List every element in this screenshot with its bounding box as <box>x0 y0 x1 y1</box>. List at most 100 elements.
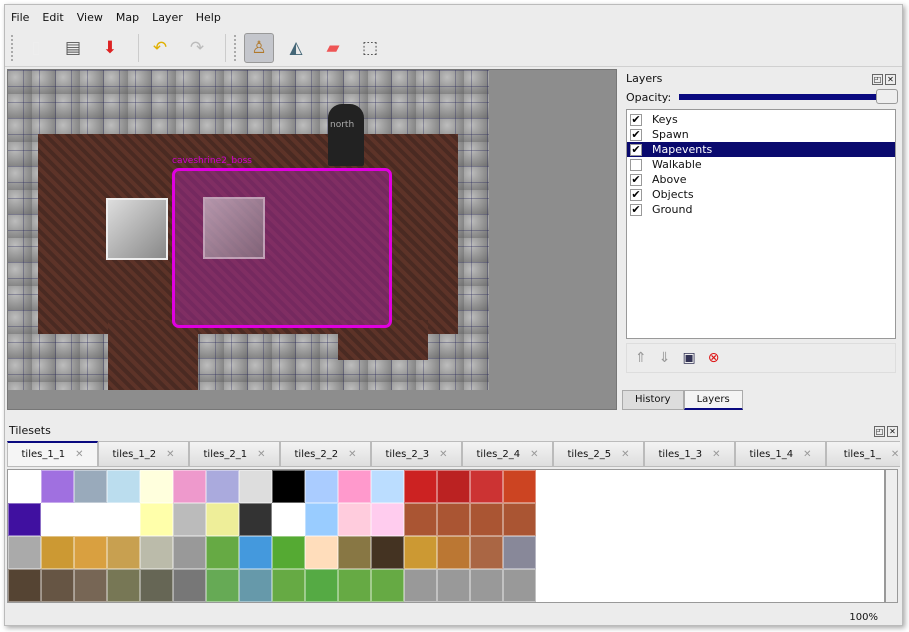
tile[interactable] <box>41 470 74 503</box>
tile[interactable] <box>140 503 173 536</box>
tile[interactable] <box>140 536 173 569</box>
close-tab-icon[interactable]: ✕ <box>348 448 357 460</box>
tile[interactable] <box>41 503 74 536</box>
tile[interactable] <box>206 503 239 536</box>
tile[interactable] <box>503 503 536 536</box>
menu-layer[interactable]: Layer <box>152 10 183 24</box>
tile[interactable] <box>338 470 371 503</box>
close-tab-icon[interactable]: ✕ <box>803 448 812 460</box>
tile[interactable] <box>206 536 239 569</box>
layer-row-above[interactable]: ✔ Above <box>627 172 895 187</box>
visibility-checkbox[interactable]: ✔ <box>630 202 642 216</box>
tileset-tab[interactable]: tiles_2_3 ✕ <box>371 441 462 467</box>
tile[interactable] <box>470 569 503 602</box>
tile[interactable] <box>338 503 371 536</box>
close-tab-icon[interactable]: ✕ <box>712 448 721 460</box>
tile[interactable] <box>74 569 107 602</box>
tileset-tab[interactable]: tiles_1_4 ✕ <box>735 441 826 467</box>
visibility-checkbox[interactable]: ✔ <box>630 112 642 126</box>
map-canvas[interactable]: caveshrine2_boss north <box>8 70 489 390</box>
close-tab-icon[interactable]: ✕ <box>75 449 84 460</box>
menu-view[interactable]: View <box>76 10 103 24</box>
raise-layer-icon[interactable]: ⇑ <box>635 350 647 366</box>
tile[interactable] <box>206 569 239 602</box>
tile[interactable] <box>437 569 470 602</box>
tile[interactable] <box>41 569 74 602</box>
menu-file[interactable]: File <box>11 10 30 24</box>
rect-select-icon[interactable]: ⬚ <box>361 37 379 58</box>
tile[interactable] <box>470 470 503 503</box>
tile[interactable] <box>404 470 437 503</box>
tile[interactable] <box>41 536 74 569</box>
tile[interactable] <box>272 503 305 536</box>
visibility-checkbox[interactable]: ✔ <box>630 127 642 141</box>
tile[interactable] <box>8 470 41 503</box>
tile[interactable] <box>503 569 536 602</box>
float-icon[interactable]: ◰ <box>874 425 885 437</box>
tileset-tab[interactable]: tiles_2_5 ✕ <box>553 441 644 467</box>
tab-layers[interactable]: Layers <box>683 390 743 410</box>
tile[interactable] <box>470 503 503 536</box>
tileset-tab[interactable]: tiles_2_1 ✕ <box>189 441 280 467</box>
tile[interactable] <box>206 470 239 503</box>
tile[interactable] <box>371 470 404 503</box>
tile[interactable] <box>8 569 41 602</box>
tile[interactable] <box>107 569 140 602</box>
tile[interactable] <box>470 536 503 569</box>
close-tab-icon[interactable]: ✕ <box>439 448 448 460</box>
menu-map[interactable]: Map <box>115 10 140 24</box>
tile[interactable] <box>503 470 536 503</box>
lower-layer-icon[interactable]: ⇓ <box>658 350 671 366</box>
stamp-brush-icon[interactable]: ♙ <box>244 32 274 63</box>
tile[interactable] <box>239 536 272 569</box>
visibility-checkbox[interactable] <box>630 158 642 171</box>
float-icon[interactable]: ◰ <box>872 73 883 85</box>
vertical-scrollbar[interactable] <box>885 469 898 603</box>
tile[interactable] <box>338 569 371 602</box>
tile[interactable] <box>503 536 536 569</box>
close-icon[interactable]: ✕ <box>885 73 896 85</box>
tileset-tab[interactable]: tiles_1_2 ✕ <box>98 441 189 467</box>
close-tab-icon[interactable]: ✕ <box>166 448 175 460</box>
tile[interactable] <box>437 503 470 536</box>
tile[interactable] <box>74 536 107 569</box>
remove-layer-icon[interactable]: ⊗ <box>707 350 720 366</box>
tile[interactable] <box>74 470 107 503</box>
duplicate-layer-icon[interactable]: ▣ <box>682 350 696 366</box>
visibility-checkbox[interactable]: ✔ <box>630 142 642 156</box>
visibility-checkbox[interactable]: ✔ <box>630 172 642 186</box>
close-tab-icon[interactable]: ✕ <box>257 448 266 460</box>
tileset-tab[interactable]: tiles_1_3 ✕ <box>644 441 735 467</box>
tile[interactable] <box>371 569 404 602</box>
tile[interactable] <box>239 503 272 536</box>
tile[interactable] <box>371 536 404 569</box>
tile[interactable] <box>173 536 206 569</box>
tile[interactable] <box>173 470 206 503</box>
layer-row-mapevents[interactable]: ✔ Mapevents <box>627 142 895 157</box>
tile[interactable] <box>404 503 437 536</box>
tileset-tab[interactable]: tiles_2_2 ✕ <box>280 441 371 467</box>
menu-edit[interactable]: Edit <box>42 10 64 24</box>
menu-help[interactable]: Help <box>195 10 221 24</box>
tile[interactable] <box>371 503 404 536</box>
tile[interactable] <box>173 569 206 602</box>
close-icon[interactable]: ✕ <box>887 425 898 437</box>
tile[interactable] <box>74 503 107 536</box>
visibility-checkbox[interactable]: ✔ <box>630 187 642 201</box>
tile[interactable] <box>107 536 140 569</box>
tile[interactable] <box>404 536 437 569</box>
close-tab-icon[interactable]: ✕ <box>530 448 539 460</box>
tile[interactable] <box>305 470 338 503</box>
tileset-grid[interactable] <box>7 469 885 603</box>
tile[interactable] <box>239 569 272 602</box>
save-icon[interactable]: ⬇ <box>102 37 118 58</box>
open-icon[interactable]: ▤ <box>64 37 82 58</box>
new-file-icon[interactable]: ▯ <box>31 37 41 58</box>
tile[interactable] <box>338 536 371 569</box>
opacity-slider[interactable] <box>679 89 898 104</box>
tileset-tab[interactable]: tiles_2_4 ✕ <box>462 441 553 467</box>
tile[interactable] <box>272 470 305 503</box>
bucket-fill-icon[interactable]: ◭ <box>289 37 303 58</box>
tile[interactable] <box>140 569 173 602</box>
tile[interactable] <box>305 503 338 536</box>
